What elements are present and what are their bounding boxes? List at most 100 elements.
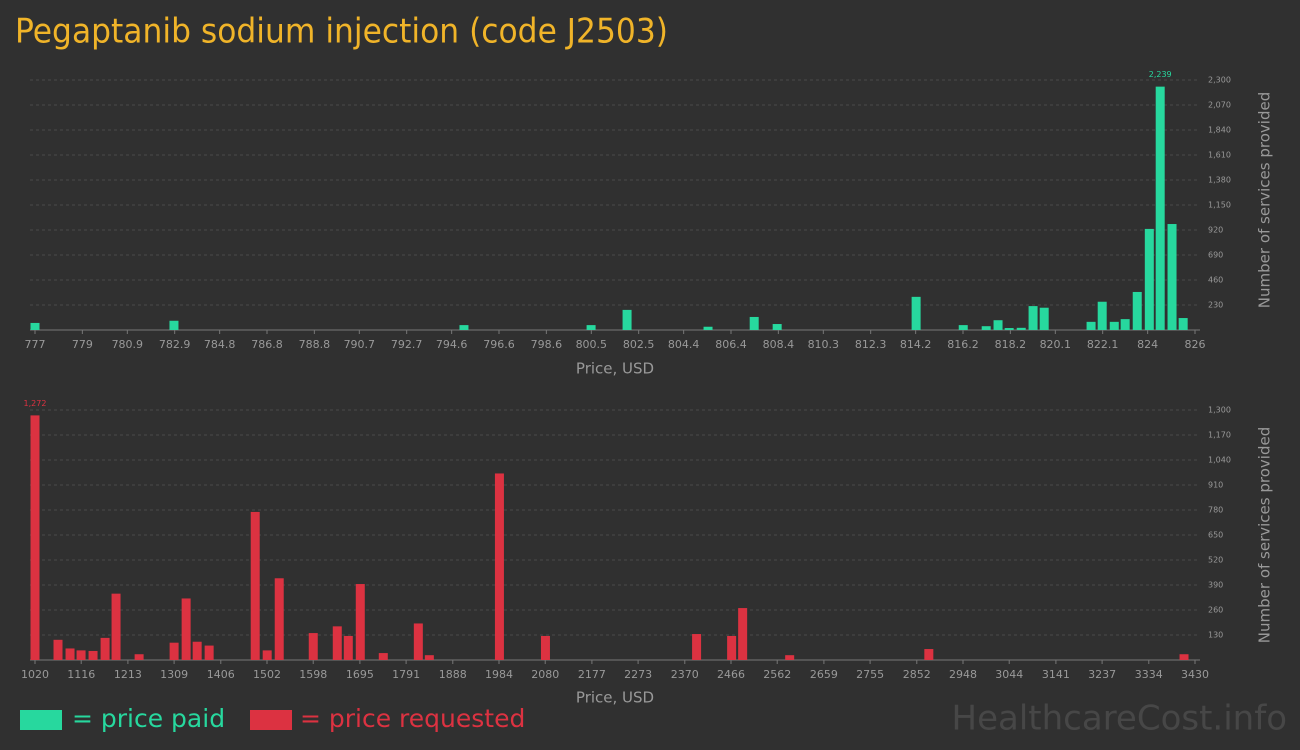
- x-tick-label: 824: [1137, 338, 1158, 351]
- x-tick-label: 812.3: [855, 338, 887, 351]
- bar: [494, 473, 504, 660]
- x-tick-label: 808.4: [763, 338, 795, 351]
- bar: [262, 650, 272, 660]
- bar: [343, 635, 353, 660]
- x-tick-label: 1791: [392, 668, 420, 681]
- bar: [169, 320, 179, 330]
- x-tick-label: 2755: [856, 668, 884, 681]
- bar: [738, 608, 748, 660]
- x-tick-label: 1213: [114, 668, 142, 681]
- bar: [1004, 328, 1014, 330]
- bar: [111, 593, 121, 660]
- x-tick-label: 3141: [1042, 668, 1070, 681]
- bar: [1178, 318, 1188, 330]
- x-tick-label: 798.6: [531, 338, 563, 351]
- y-tick-label: 1,300: [1208, 406, 1231, 415]
- bar: [100, 637, 110, 660]
- x-tick-label: 3237: [1088, 668, 1116, 681]
- bar: [1086, 321, 1096, 330]
- bar: [749, 316, 759, 330]
- bar: [424, 655, 434, 660]
- x-tick-label: 1020: [21, 668, 49, 681]
- bar: [181, 598, 191, 660]
- x-tick-label: 800.5: [576, 338, 608, 351]
- bar: [88, 650, 98, 660]
- bar: [413, 623, 423, 660]
- bar: [1016, 327, 1026, 330]
- x-tick-label: 820.1: [1040, 338, 1072, 351]
- bar: [459, 325, 469, 330]
- x-tick-label: 779: [72, 338, 93, 351]
- bar: [1028, 306, 1038, 330]
- bar: [958, 325, 968, 330]
- bar: [250, 511, 260, 660]
- bar: [1155, 86, 1165, 330]
- x-tick-label: 2273: [624, 668, 652, 681]
- x-tick-label: 2852: [903, 668, 931, 681]
- y-tick-label: 2,070: [1208, 101, 1231, 110]
- bar: [981, 326, 991, 330]
- x-tick-label: 794.6: [436, 338, 468, 351]
- value-label: 1,272: [24, 399, 47, 408]
- watermark: HealthcareCost.info: [952, 699, 1287, 739]
- y-tick-label: 520: [1208, 556, 1223, 565]
- y-tick-label: 1,610: [1208, 151, 1231, 160]
- x-tick-label: 790.7: [344, 338, 376, 351]
- x-tick-label: 792.7: [391, 338, 423, 351]
- bar: [727, 635, 737, 660]
- bar: [332, 626, 342, 660]
- y-tick-label: 1,170: [1208, 431, 1231, 440]
- y-tick-label: 260: [1208, 606, 1223, 615]
- x-axis-title: Price, USD: [576, 689, 654, 707]
- x-tick-label: 784.8: [204, 338, 236, 351]
- legend-label: = price requested: [300, 704, 525, 733]
- value-label: 2,239: [1149, 70, 1172, 79]
- y-tick-label: 910: [1208, 481, 1223, 490]
- bar: [1167, 224, 1177, 330]
- bar: [586, 325, 596, 330]
- y-tick-label: 690: [1208, 251, 1223, 260]
- x-tick-label: 788.8: [299, 338, 331, 351]
- y-tick-label: 460: [1208, 276, 1223, 285]
- bar: [692, 634, 702, 660]
- x-tick-label: 804.4: [668, 338, 700, 351]
- legend-swatch: [20, 710, 62, 730]
- x-axis-title: Price, USD: [576, 360, 654, 378]
- bar: [1120, 319, 1130, 330]
- bar: [192, 641, 202, 660]
- bar: [378, 653, 388, 660]
- bar: [355, 584, 365, 660]
- chart-title: Pegaptanib sodium injection (code J2503): [15, 12, 668, 52]
- x-tick-label: 818.2: [995, 338, 1027, 351]
- x-tick-label: 1309: [160, 668, 188, 681]
- bar: [65, 648, 75, 660]
- x-tick-label: 786.8: [251, 338, 283, 351]
- bar: [1097, 301, 1107, 330]
- x-tick-label: 2080: [531, 668, 559, 681]
- x-tick-label: 822.1: [1087, 338, 1119, 351]
- bar: [1132, 291, 1142, 330]
- bar: [1179, 654, 1189, 660]
- bar: [993, 320, 1003, 330]
- x-tick-label: 2466: [717, 668, 745, 681]
- x-tick-label: 806.4: [715, 338, 747, 351]
- y-axis-title: Number of services provided: [1256, 427, 1274, 643]
- bar: [169, 642, 179, 660]
- y-tick-label: 1,840: [1208, 126, 1231, 135]
- bar: [785, 655, 795, 660]
- bar: [308, 633, 318, 660]
- x-tick-label: 816.2: [947, 338, 979, 351]
- x-tick-label: 1502: [253, 668, 281, 681]
- y-tick-label: 1,040: [1208, 456, 1231, 465]
- x-tick-label: 1406: [207, 668, 235, 681]
- bar: [1039, 307, 1049, 330]
- legend-swatch: [250, 710, 292, 730]
- legend-label: = price paid: [72, 704, 225, 733]
- bar: [30, 322, 40, 330]
- x-tick-label: 2659: [810, 668, 838, 681]
- x-tick-label: 1116: [67, 668, 95, 681]
- bar: [622, 309, 632, 330]
- x-tick-label: 2948: [949, 668, 977, 681]
- bar: [274, 578, 284, 660]
